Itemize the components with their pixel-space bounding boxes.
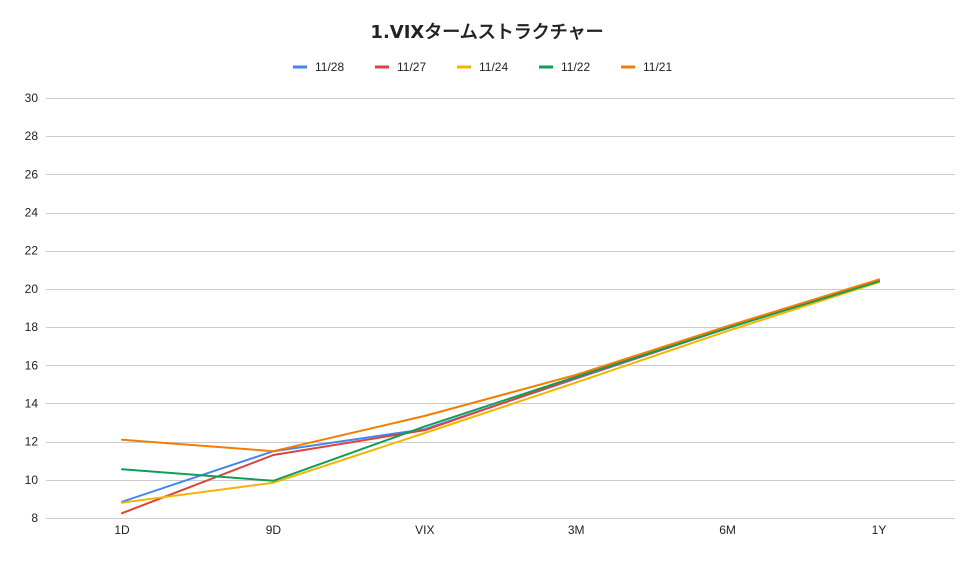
x-tick-label: 1Y [872,523,887,537]
y-tick-label: 12 [25,435,39,449]
legend-label[interactable]: 11/24 [479,60,508,74]
y-tick-label: 26 [25,167,39,181]
x-tick-label: 3M [568,523,585,537]
y-axis: 8 10 12 14 16 18 20 22 24 26 28 30 [25,91,39,525]
x-tick-label: 1D [114,523,130,537]
y-tick-label: 20 [25,282,39,296]
legend-label[interactable]: 11/27 [397,60,426,74]
series-line-11-22 [121,280,880,482]
series-line-11-21 [121,278,880,453]
y-tick-label: 16 [25,358,39,372]
y-tick-label: 18 [25,320,39,334]
x-axis: 1D 9D VIX 3M 6M 1Y [114,523,886,537]
series-line-11-24 [121,281,880,504]
y-tick-label: 10 [25,473,39,487]
legend: 11/28 11/27 11/24 11/22 11/21 [293,60,672,74]
chart-title: 1.VIXタームストラクチャー [370,22,603,43]
legend-label[interactable]: 11/21 [643,60,672,74]
y-tick-label: 28 [25,129,39,143]
x-tick-label: 9D [266,523,282,537]
y-tick-label: 24 [25,206,39,220]
y-tick-label: 30 [25,91,39,105]
grid [46,98,955,519]
series-layer [121,278,880,515]
y-tick-label: 22 [25,244,39,258]
legend-label[interactable]: 11/22 [561,60,590,74]
legend-label[interactable]: 11/28 [315,60,344,74]
y-tick-label: 8 [31,511,38,525]
x-tick-label: 6M [719,523,736,537]
y-tick-label: 14 [25,396,39,410]
x-tick-label: VIX [415,523,434,537]
